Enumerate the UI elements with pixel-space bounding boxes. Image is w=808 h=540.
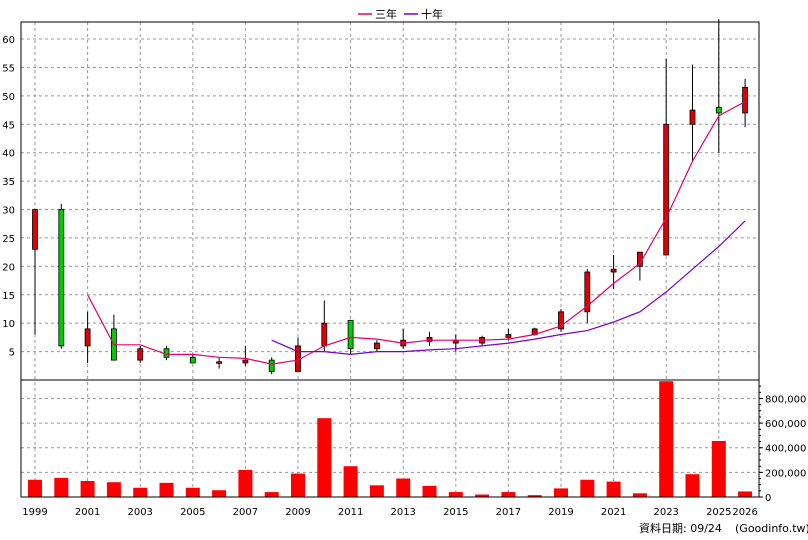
volume-bar bbox=[501, 492, 516, 497]
volume-tick-label: 400,000 bbox=[765, 444, 806, 455]
candle-body bbox=[163, 348, 170, 358]
candle-body bbox=[242, 359, 249, 364]
volume-bar bbox=[343, 466, 358, 497]
price-tick-label: 55 bbox=[2, 63, 15, 74]
x-tick-label: 1999 bbox=[22, 507, 47, 518]
volume-bar bbox=[133, 487, 148, 497]
volume-bar bbox=[212, 490, 227, 497]
x-tick-label: 2003 bbox=[127, 507, 152, 518]
x-tick-label: 2023 bbox=[653, 507, 678, 518]
price-tick-label: 30 bbox=[2, 206, 15, 217]
volume-bar bbox=[554, 488, 568, 497]
candle-body bbox=[189, 356, 196, 364]
volume-bar bbox=[422, 485, 437, 497]
candle-body bbox=[216, 361, 223, 364]
candle-body bbox=[715, 106, 722, 114]
price-tick-label: 35 bbox=[2, 177, 15, 188]
volume-bar bbox=[606, 481, 621, 497]
candle-body bbox=[268, 359, 275, 372]
price-tick-label: 20 bbox=[2, 262, 15, 273]
x-tick-label: 2017 bbox=[496, 507, 521, 518]
volume-bar bbox=[685, 474, 700, 497]
x-tick-label: 2005 bbox=[180, 507, 205, 518]
candle-body bbox=[347, 319, 354, 350]
volume-tick-label: 800,000 bbox=[765, 394, 806, 405]
price-tick-label: 60 bbox=[2, 35, 15, 46]
x-tick-label: 2001 bbox=[75, 507, 100, 518]
x-tick-label: 2009 bbox=[285, 507, 310, 518]
volume-bar bbox=[159, 482, 174, 497]
x-tick-label: 2011 bbox=[338, 507, 363, 518]
footer: 資料日期: 09/24 (Goodinfo.tw) bbox=[639, 521, 808, 535]
x-tick-label: 2025 bbox=[706, 507, 731, 518]
volume-bar bbox=[632, 493, 647, 497]
candle-body bbox=[32, 209, 38, 250]
candle-body bbox=[84, 328, 91, 347]
volume-tick-label: 0 bbox=[765, 493, 771, 504]
volume-bar bbox=[659, 381, 674, 497]
volume-bar bbox=[738, 491, 753, 497]
ma-10yr-line bbox=[271, 220, 746, 356]
volume-bar bbox=[448, 492, 463, 497]
volume-bar bbox=[475, 494, 490, 497]
candle-body bbox=[373, 342, 380, 350]
price-tick-label: 10 bbox=[2, 319, 15, 330]
volume-bar bbox=[28, 479, 42, 497]
x-tick-label: 2026 bbox=[732, 507, 757, 518]
volume-grid bbox=[21, 397, 759, 473]
legend-label-3yr: 三年 bbox=[375, 7, 397, 21]
candle-body bbox=[321, 322, 328, 347]
source-label: (Goodinfo.tw) bbox=[735, 522, 808, 535]
chart-legend: 三年 十年 bbox=[358, 7, 443, 21]
volume-bar bbox=[711, 440, 726, 497]
candle-body bbox=[742, 86, 748, 114]
volume-tick-label: 600,000 bbox=[765, 419, 806, 430]
volume-bar bbox=[291, 473, 305, 497]
price-tick-label: 50 bbox=[2, 92, 15, 103]
ma-3yr-line bbox=[87, 101, 746, 365]
volume-bar bbox=[238, 469, 253, 497]
volume-bar bbox=[527, 495, 542, 497]
candle-body bbox=[584, 271, 591, 313]
volume-bar bbox=[317, 418, 332, 497]
candle-body bbox=[558, 311, 564, 330]
candle-body bbox=[610, 268, 617, 273]
price-tick-label: 40 bbox=[2, 149, 15, 160]
x-tick-label: 2019 bbox=[548, 507, 573, 518]
volume-bar bbox=[185, 487, 200, 497]
volume-bars bbox=[28, 381, 753, 497]
volume-bar bbox=[264, 492, 279, 497]
plot-frame bbox=[20, 21, 760, 498]
volume-bar bbox=[80, 480, 95, 497]
price-tick-label: 45 bbox=[2, 120, 15, 131]
x-tick-label: 2013 bbox=[390, 507, 415, 518]
volume-bar bbox=[369, 485, 384, 497]
volume-bar bbox=[396, 478, 411, 497]
price-grid bbox=[21, 22, 759, 497]
volume-bar bbox=[106, 482, 121, 497]
legend-label-10yr: 十年 bbox=[421, 7, 443, 21]
candle-body bbox=[689, 109, 696, 125]
price-tick-label: 5 bbox=[9, 348, 15, 359]
moving-average-lines bbox=[87, 101, 746, 365]
candle-body bbox=[58, 209, 65, 347]
x-tick-label: 2021 bbox=[601, 507, 626, 518]
price-tick-label: 25 bbox=[2, 234, 15, 245]
candle-body bbox=[505, 334, 512, 338]
x-tick-label: 2015 bbox=[443, 507, 468, 518]
volume-tick-label: 200,000 bbox=[765, 468, 806, 479]
price-tick-label: 15 bbox=[2, 291, 15, 302]
x-tick-label: 2007 bbox=[233, 507, 258, 518]
volume-bar bbox=[580, 479, 595, 497]
candle-body bbox=[137, 348, 144, 361]
data-date-label: 資料日期: 09/24 bbox=[639, 521, 722, 535]
candle-body bbox=[663, 123, 670, 256]
axes: 1999 2001 2003 2005 2007 2009 2011 2013 2015 2017… bbox=[2, 21, 806, 518]
candle-body bbox=[426, 336, 433, 342]
volume-bar bbox=[54, 477, 69, 497]
